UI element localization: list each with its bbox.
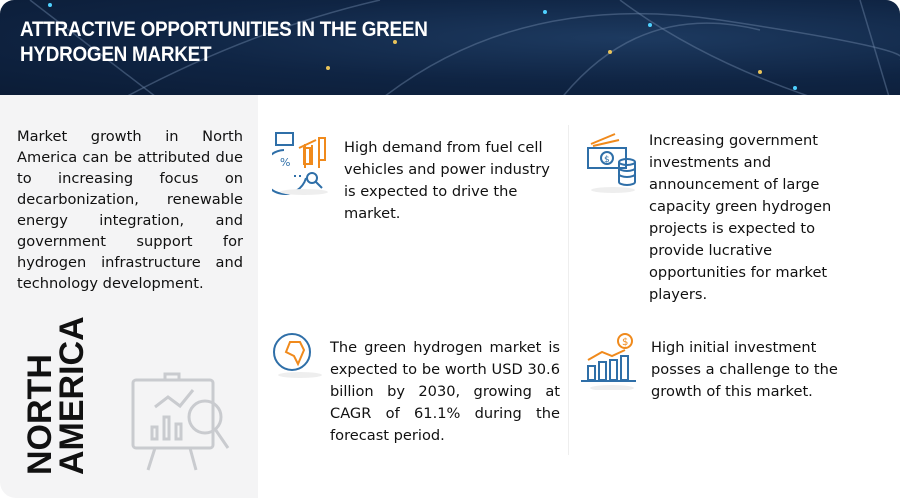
page-title: ATTRACTIVE OPPORTUNITIES IN THE GREEN HY… [20,17,428,67]
analytics-icon: % [272,132,328,195]
opportunity-text-3: The green hydrogen market is expected to… [330,339,560,444]
header-banner: ATTRACTIVE OPPORTUNITIES IN THE GREEN HY… [0,0,900,95]
opportunity-text-1: High demand from fuel cell vehicles and … [344,139,550,222]
growth-chart-icon: $ [581,333,636,390]
light-trails-background [29,0,900,95]
title-line-2: HYDROGEN MARKET [20,43,212,66]
column-divider [568,125,569,455]
globe-icon [273,333,322,378]
opportunity-text-2: Increasing government investments and an… [649,132,832,303]
presentation-analytics-icon [131,372,230,471]
money-icon: $ [587,133,636,193]
region-panel: Market growth in North America can be at… [0,95,258,498]
region-label: NORTH AMERICA [21,316,91,475]
svg-text:%: % [280,156,290,169]
region-description: Market growth in North America can be at… [17,128,243,292]
svg-text:$: $ [622,337,628,348]
region-line-2: AMERICA [53,316,91,475]
opportunity-text-4: High initial investment posses a challen… [651,339,838,400]
svg-text:$: $ [604,155,610,165]
region-line-1: NORTH [21,354,59,475]
title-line-1: ATTRACTIVE OPPORTUNITIES IN THE GREEN [20,18,428,41]
